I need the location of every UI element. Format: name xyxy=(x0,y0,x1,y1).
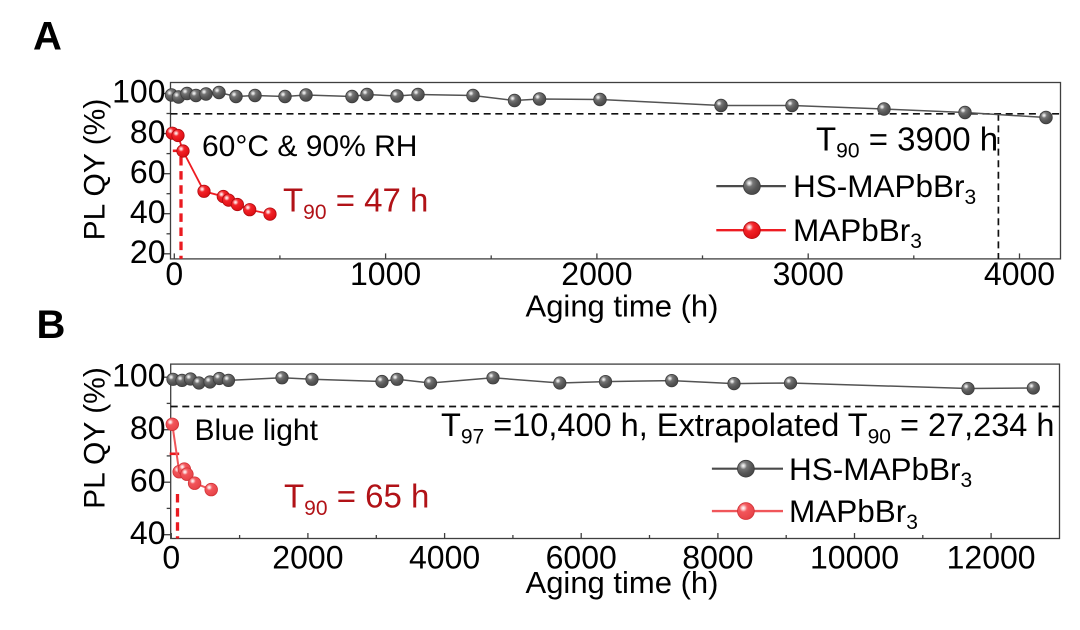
svg-text:Aging time (h): Aging time (h) xyxy=(526,565,719,600)
svg-text:40: 40 xyxy=(130,515,166,551)
svg-text:Blue light: Blue light xyxy=(195,414,319,447)
svg-text:B: B xyxy=(37,303,66,347)
svg-text:MAPbBr3: MAPbBr3 xyxy=(793,212,922,253)
svg-text:PL QY (%): PL QY (%) xyxy=(79,99,112,241)
svg-text:20: 20 xyxy=(130,234,166,270)
svg-text:60°C & 90% RH: 60°C & 90% RH xyxy=(202,130,417,163)
svg-text:10000: 10000 xyxy=(810,540,899,576)
svg-text:PL QY (%): PL QY (%) xyxy=(79,367,112,509)
svg-text:4000: 4000 xyxy=(984,256,1055,292)
svg-text:0: 0 xyxy=(162,540,180,576)
svg-text:40: 40 xyxy=(130,194,166,230)
svg-text:A: A xyxy=(33,14,62,58)
svg-text:Aging time (h): Aging time (h) xyxy=(526,289,719,324)
svg-text:HS-MAPbBr3: HS-MAPbBr3 xyxy=(793,168,976,209)
svg-text:80: 80 xyxy=(130,410,166,446)
svg-text:T90 = 3900 h: T90 = 3900 h xyxy=(816,120,998,162)
svg-text:60: 60 xyxy=(130,154,166,190)
svg-text:MAPbBr3: MAPbBr3 xyxy=(789,493,918,534)
svg-text:2000: 2000 xyxy=(272,540,343,576)
svg-text:6000: 6000 xyxy=(546,540,617,576)
svg-text:12000: 12000 xyxy=(947,540,1036,576)
svg-text:3000: 3000 xyxy=(773,256,844,292)
svg-text:0: 0 xyxy=(165,256,183,292)
svg-text:T97 =10,400 h, Extrapolated T9: T97 =10,400 h, Extrapolated T90 = 27,234… xyxy=(441,407,1055,448)
svg-text:60: 60 xyxy=(130,462,166,498)
svg-text:T90 = 65 h: T90 = 65 h xyxy=(284,478,429,520)
svg-text:80: 80 xyxy=(130,114,166,150)
svg-text:4000: 4000 xyxy=(409,540,480,576)
svg-text:100: 100 xyxy=(112,74,165,110)
svg-text:8000: 8000 xyxy=(682,540,753,576)
svg-text:HS-MAPbBr3: HS-MAPbBr3 xyxy=(789,451,972,492)
svg-text:1000: 1000 xyxy=(350,256,421,292)
svg-text:2000: 2000 xyxy=(561,256,632,292)
svg-text:100: 100 xyxy=(112,357,165,393)
